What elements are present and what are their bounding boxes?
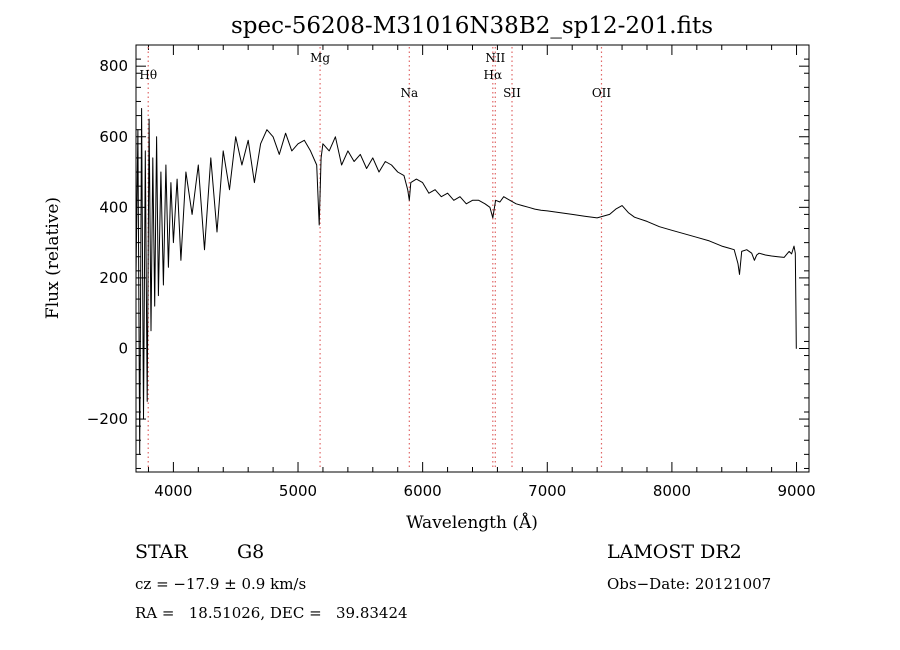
y-tick-label: 600 xyxy=(99,128,128,146)
line-label: Mg xyxy=(310,51,330,65)
x-tick-label: 4000 xyxy=(154,482,192,500)
series-line-0 xyxy=(135,108,797,455)
x-tick-label: 5000 xyxy=(279,482,317,500)
y-tick-label: 400 xyxy=(99,198,128,216)
survey-label: LAMOST DR2 xyxy=(607,541,742,563)
y-axis-label: Flux (relative) xyxy=(43,197,63,319)
line-label: Hα xyxy=(484,68,503,82)
plot-frame xyxy=(135,44,810,473)
redshift-text: cz = −17.9 ± 0.9 km/s xyxy=(135,575,307,593)
obs-date-text: Obs−Date: 20121007 xyxy=(607,575,772,593)
x-axis-label: Wavelength (Å) xyxy=(406,512,538,533)
x-tick-label: 8000 xyxy=(653,482,691,500)
object-type-label: STAR xyxy=(135,541,188,563)
line-label: Hθ xyxy=(139,68,157,82)
y-tick-label: −200 xyxy=(87,410,128,428)
spectral-class-label: G8 xyxy=(237,541,265,563)
coordinates-text: RA = 18.51026, DEC = 39.83424 xyxy=(135,604,408,622)
axis-ticks: 4000 5000 6000 7000 8000 9000 −200 0 200 400 600 80… xyxy=(87,44,816,500)
line-label: SII xyxy=(503,86,521,100)
y-tick-label: 0 xyxy=(118,339,128,357)
spectrum-series xyxy=(135,108,797,455)
x-tick-label: 9000 xyxy=(777,482,815,500)
y-tick-label: 200 xyxy=(99,269,128,287)
x-tick-label: 7000 xyxy=(528,482,566,500)
chart-title: spec-56208-M31016N38B2_sp12-201.fits xyxy=(231,13,713,39)
line-label: OII xyxy=(592,86,612,100)
x-tick-label: 6000 xyxy=(404,482,442,500)
line-label: Na xyxy=(400,86,418,100)
y-tick-label: 800 xyxy=(99,57,128,75)
line-label: NII xyxy=(485,51,505,65)
